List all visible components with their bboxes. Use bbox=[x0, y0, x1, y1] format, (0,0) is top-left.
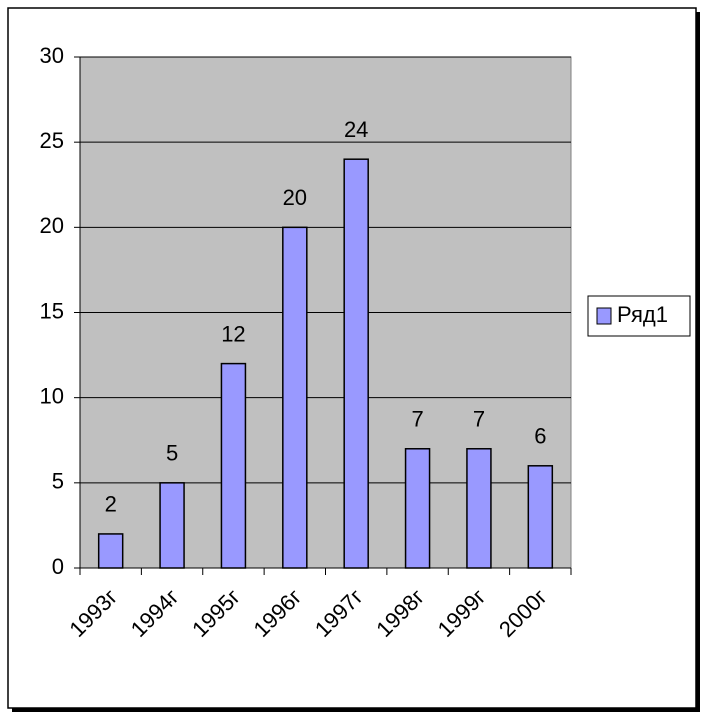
y-tick-label: 30 bbox=[40, 43, 64, 68]
legend-label: Ряд1 bbox=[617, 302, 668, 327]
y-tick-label: 10 bbox=[40, 383, 64, 408]
bar bbox=[220, 362, 247, 569]
value-label: 20 bbox=[283, 185, 307, 210]
y-tick-label: 20 bbox=[40, 213, 64, 238]
value-label: 7 bbox=[411, 407, 423, 432]
bar bbox=[343, 158, 369, 569]
bar bbox=[97, 533, 124, 569]
bar bbox=[466, 448, 492, 569]
y-tick-label: 25 bbox=[40, 128, 64, 153]
bar bbox=[527, 465, 554, 569]
y-tick-label: 0 bbox=[52, 554, 64, 579]
value-label: 24 bbox=[344, 117, 368, 142]
value-label: 12 bbox=[221, 321, 245, 346]
value-label: 2 bbox=[105, 492, 117, 517]
y-tick-label: 5 bbox=[52, 469, 64, 494]
bar bbox=[282, 226, 308, 569]
bar bbox=[159, 482, 185, 569]
value-label: 7 bbox=[473, 407, 485, 432]
value-label: 5 bbox=[166, 441, 178, 466]
bar bbox=[404, 448, 431, 569]
y-tick-label: 15 bbox=[40, 298, 64, 323]
legend-marker bbox=[596, 307, 612, 325]
value-label: 6 bbox=[534, 424, 546, 449]
